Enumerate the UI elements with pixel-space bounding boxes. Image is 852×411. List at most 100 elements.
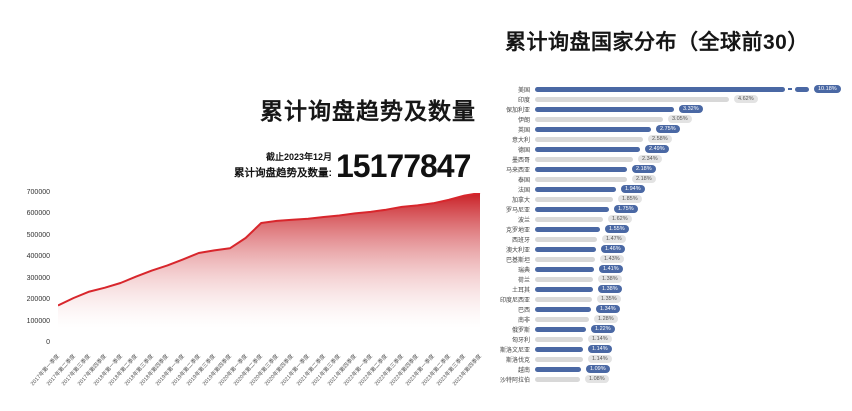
value-pill: 1.35% xyxy=(597,295,621,303)
value-pill: 1.75% xyxy=(614,205,638,213)
y-tick-label: 200000 xyxy=(26,296,50,304)
bar xyxy=(535,136,643,142)
value-pill: 2.18% xyxy=(632,165,656,173)
bar-track: 2.58% xyxy=(535,135,850,143)
country-label: 西班牙 xyxy=(511,237,530,244)
bar xyxy=(535,236,597,242)
country-label: 俄罗斯 xyxy=(511,327,530,334)
bar-row: 墨西哥 2.34% xyxy=(484,154,850,164)
bar-track: 1.22% xyxy=(535,325,850,333)
axis-break-dash xyxy=(788,88,792,90)
bar xyxy=(535,376,580,382)
bar-row: 瑞典 1.41% xyxy=(484,264,850,274)
bar-row: 荷兰 1.38% xyxy=(484,274,850,284)
bar-track: 1.41% xyxy=(535,265,850,273)
value-pill: 1.94% xyxy=(621,185,645,193)
bar-row: 斯洛伐克 1.14% xyxy=(484,354,850,364)
y-tick-label: 500000 xyxy=(26,231,50,239)
bar xyxy=(535,246,596,252)
bar-track: 3.05% xyxy=(535,115,850,123)
bar-track: 2.75% xyxy=(535,125,850,133)
bar-track: 2.34% xyxy=(535,155,850,163)
bar-row: 克罗地亚 1.55% xyxy=(484,224,850,234)
bar xyxy=(535,156,633,162)
bar xyxy=(535,256,595,262)
country-label: 马来西亚 xyxy=(505,167,530,174)
value-pill: 10.18% xyxy=(814,85,841,93)
y-tick-label: 100000 xyxy=(26,317,50,325)
bar xyxy=(535,366,581,372)
y-tick-label: 700000 xyxy=(26,189,50,196)
bar xyxy=(535,266,594,272)
value-pill: 1.47% xyxy=(602,235,626,243)
value-pill: 1.38% xyxy=(598,275,622,283)
bar-row: 南非 1.28% xyxy=(484,314,850,324)
country-label: 罗马尼亚 xyxy=(505,207,530,214)
country-label: 斯洛伐克 xyxy=(505,357,530,364)
bar xyxy=(535,196,613,202)
bar-track: 1.09% xyxy=(535,365,850,373)
bar-row: 法国 1.94% xyxy=(484,184,850,194)
bar xyxy=(535,356,583,362)
value-pill: 3.05% xyxy=(668,115,692,123)
country-label: 保加利亚 xyxy=(505,107,530,114)
bar-track: 1.14% xyxy=(535,355,850,363)
bar-track: 1.62% xyxy=(535,215,850,223)
bar-track: 1.85% xyxy=(535,195,850,203)
bar-row: 印度 4.62% xyxy=(484,94,850,104)
country-label: 美国 xyxy=(517,87,530,94)
country-label: 瑞典 xyxy=(517,267,530,274)
value-pill: 1.55% xyxy=(605,225,629,233)
country-label: 法国 xyxy=(517,187,530,194)
country-label: 澳大利亚 xyxy=(505,247,530,254)
bar xyxy=(535,86,785,92)
bar-track: 2.18% xyxy=(535,165,850,173)
area-chart-title: 累计询盘趋势及数量 xyxy=(260,98,476,124)
bar-track: 1.46% xyxy=(535,245,850,253)
bar xyxy=(535,106,674,112)
country-label: 巴基斯坦 xyxy=(505,257,530,264)
total-label: 累计询盘趋势及数量: xyxy=(234,167,332,179)
bar-track: 1.38% xyxy=(535,285,850,293)
value-pill: 2.18% xyxy=(632,175,656,183)
country-label: 英国 xyxy=(517,127,530,134)
country-label: 南非 xyxy=(517,317,530,324)
value-pill: 1.28% xyxy=(594,315,618,323)
bar-track: 1.47% xyxy=(535,235,850,243)
bar xyxy=(535,146,640,152)
bar-track: 1.94% xyxy=(535,185,850,193)
value-pill: 1.85% xyxy=(618,195,642,203)
total-value: 15177847 xyxy=(336,147,471,184)
country-label: 意大利 xyxy=(511,137,530,144)
bar-row: 澳大利亚 1.46% xyxy=(484,244,850,254)
bar-row: 沙特阿拉伯 1.08% xyxy=(484,374,850,384)
bar xyxy=(535,226,600,232)
bar-chart: 美国 10.18% 印度 4.62% 保加利亚 3.32% 伊朗 3.05% 英国 2.75% 意大… xyxy=(484,84,850,384)
bar-row: 巴基斯坦 1.43% xyxy=(484,254,850,264)
value-pill: 1.34% xyxy=(596,305,620,313)
value-pill: 1.38% xyxy=(598,285,622,293)
bar-track: 1.75% xyxy=(535,205,850,213)
bar-track: 1.43% xyxy=(535,255,850,263)
bar-row: 匈牙利 1.14% xyxy=(484,334,850,344)
bar-track: 1.28% xyxy=(535,315,850,323)
bar-track: 1.34% xyxy=(535,305,850,313)
bar-row: 马来西亚 2.18% xyxy=(484,164,850,174)
bar-row: 加拿大 1.85% xyxy=(484,194,850,204)
bar-track: 2.49% xyxy=(535,145,850,153)
bar xyxy=(535,326,586,332)
bar-row: 越南 1.09% xyxy=(484,364,850,374)
as-of-label: 截止2023年12月 xyxy=(265,152,332,162)
bar xyxy=(535,306,591,312)
y-tick-label: 400000 xyxy=(26,253,50,261)
country-label: 荷兰 xyxy=(517,277,530,284)
bar-row: 波兰 1.62% xyxy=(484,214,850,224)
bar-row: 印度尼西亚 1.35% xyxy=(484,294,850,304)
bar-row: 斯洛文尼亚 1.14% xyxy=(484,344,850,354)
bar-track: 3.32% xyxy=(535,105,850,113)
value-pill: 2.34% xyxy=(638,155,662,163)
area-fill xyxy=(58,193,480,343)
value-pill: 4.62% xyxy=(734,95,758,103)
y-tick-label: 300000 xyxy=(26,274,50,282)
